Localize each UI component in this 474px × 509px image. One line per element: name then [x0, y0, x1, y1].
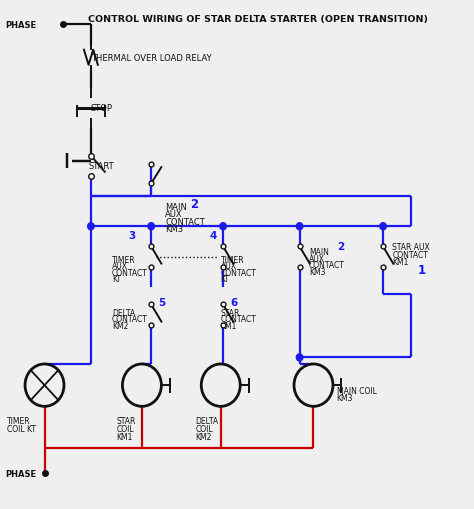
Text: KM1: KM1 [392, 258, 409, 267]
Text: STAR: STAR [117, 416, 136, 426]
Text: PHASE: PHASE [5, 21, 36, 30]
Text: MAIN COIL: MAIN COIL [337, 386, 376, 395]
Text: TIMER: TIMER [221, 255, 245, 264]
Text: KT: KT [221, 275, 230, 284]
Text: MAIN: MAIN [309, 247, 329, 257]
Text: COIL: COIL [117, 424, 134, 433]
Text: CONTACT: CONTACT [309, 261, 345, 270]
Circle shape [296, 354, 303, 361]
Text: 3: 3 [128, 231, 135, 241]
Text: TIMER: TIMER [112, 255, 136, 264]
Text: CONTACT: CONTACT [112, 315, 147, 323]
Text: PHASE: PHASE [5, 469, 36, 478]
Text: KM3: KM3 [337, 393, 353, 403]
Text: KT: KT [112, 275, 121, 284]
Text: 2: 2 [337, 242, 344, 252]
Circle shape [148, 223, 155, 231]
Text: AUX: AUX [165, 210, 182, 219]
Circle shape [380, 223, 386, 231]
Text: MAIN: MAIN [165, 202, 187, 211]
Text: 5: 5 [158, 297, 165, 307]
Circle shape [296, 223, 303, 231]
Text: STAR: STAR [221, 308, 240, 317]
Text: KM1: KM1 [221, 321, 237, 330]
Text: START: START [89, 162, 114, 171]
Text: CONTACT: CONTACT [165, 217, 205, 227]
Text: KM2: KM2 [112, 321, 128, 330]
Text: AUX: AUX [309, 254, 325, 263]
Text: COIL KT: COIL KT [8, 424, 36, 433]
Text: AUX: AUX [112, 262, 128, 271]
Text: KM3: KM3 [309, 267, 325, 276]
Text: DELTA: DELTA [112, 308, 135, 317]
Text: 4: 4 [209, 231, 217, 241]
Text: COIL: COIL [195, 424, 213, 433]
Text: KM2: KM2 [195, 432, 211, 441]
Text: DELTA: DELTA [195, 416, 219, 426]
Text: TIMER: TIMER [8, 416, 31, 426]
Text: CONTROL WIRING OF STAR DELTA STARTER (OPEN TRANSITION): CONTROL WIRING OF STAR DELTA STARTER (OP… [88, 15, 428, 24]
Text: CONTACT: CONTACT [221, 268, 256, 277]
Text: AUX: AUX [221, 262, 237, 271]
Text: KM3: KM3 [165, 225, 183, 234]
Text: STAR AUX: STAR AUX [392, 242, 430, 251]
Circle shape [88, 223, 94, 231]
Circle shape [220, 223, 226, 231]
Text: CONTACT: CONTACT [221, 315, 256, 323]
Text: THERMAL OVER LOAD RELAY: THERMAL OVER LOAD RELAY [91, 53, 211, 63]
Text: CONTACT: CONTACT [112, 268, 147, 277]
Text: KM1: KM1 [117, 432, 133, 441]
Text: STOP: STOP [91, 104, 113, 113]
Text: 2: 2 [191, 197, 199, 211]
Text: CONTACT: CONTACT [392, 250, 428, 259]
Text: 6: 6 [230, 297, 237, 307]
Text: 1: 1 [418, 263, 426, 276]
